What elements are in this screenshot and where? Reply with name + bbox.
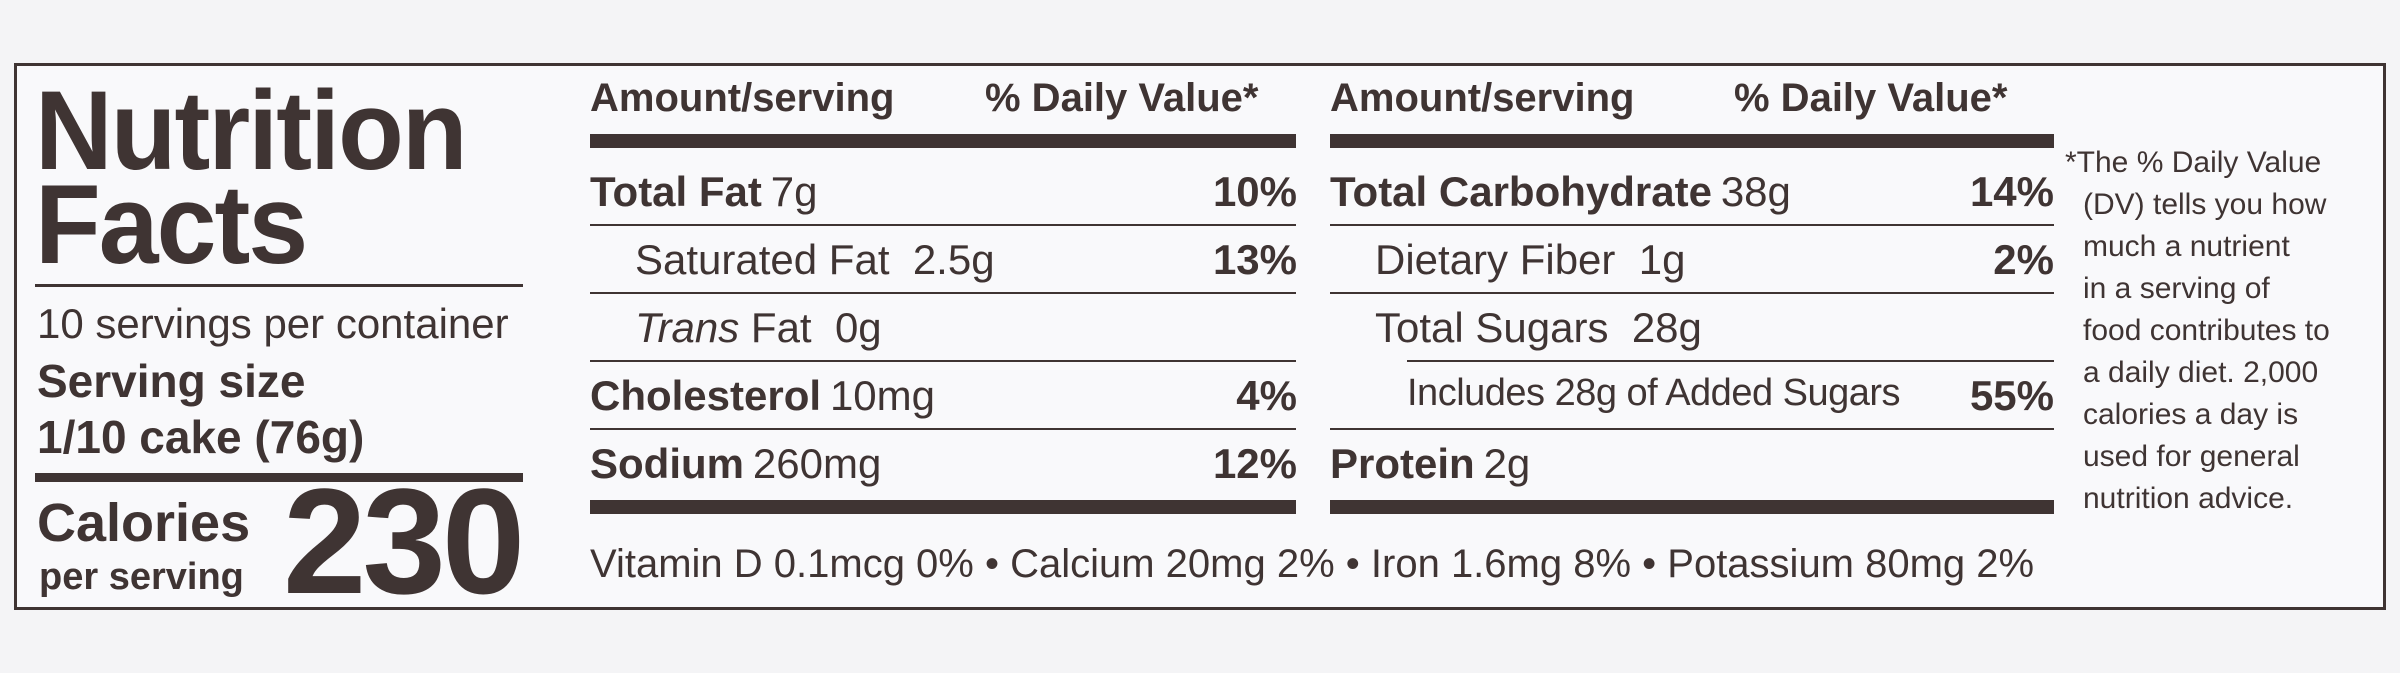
nutrient-name: Dietary Fiber — [1375, 236, 1616, 283]
nutrient-row-cholesterol: Cholesterol 10mg — [590, 372, 935, 420]
row-divider — [1330, 292, 2054, 294]
row-divider — [590, 360, 1296, 362]
nutrient-row-saturated-fat: Saturated Fat 2.5g — [635, 236, 995, 284]
nutrient-row-total-fat: Total Fat 7g — [590, 168, 818, 216]
daily-value-footnote: *The % Daily Value (DV) tells you how mu… — [2065, 142, 2330, 520]
footnote-line: used for general — [2083, 440, 2300, 473]
nutrient-name: Total Carbohydrate — [1330, 168, 1712, 215]
nutrient-dv: 14% — [1969, 168, 2054, 215]
nutrient-row-sodium: Sodium 260mg — [590, 440, 881, 488]
right-header-dv: % Daily Value* — [1734, 76, 2008, 120]
left-header-dv: % Daily Value* — [985, 76, 1259, 120]
row-divider — [1330, 224, 2054, 226]
footnote-line: a daily diet. 2,000 — [2083, 356, 2319, 389]
nutrient-dv: 55% — [1969, 372, 2054, 419]
row-divider — [590, 428, 1296, 430]
footnote-line: food contributes to — [2083, 314, 2330, 347]
left-bottom-bar — [590, 500, 1296, 514]
nutrient-amount: 2g — [1483, 440, 1531, 487]
right-header-amount: Amount/serving — [1330, 76, 1635, 120]
serving-size-label: Serving size — [37, 355, 306, 407]
nutrient-amount: 2.5g — [912, 236, 995, 283]
nutrient-row-total-sugars: Total Sugars 28g — [1375, 304, 1702, 352]
left-header-bar — [590, 134, 1296, 148]
nutrient-amount: 7g — [770, 168, 818, 215]
nutrient-amount: 28g — [1631, 304, 1702, 351]
footnote-line: in a serving of — [2083, 272, 2270, 305]
nutrient-amount: 260mg — [752, 440, 882, 487]
right-bottom-bar — [1330, 500, 2054, 514]
nutrient-name: Total Fat — [590, 168, 762, 215]
nutrient-dv: 10% — [1212, 168, 1297, 215]
nutrient-dv: 2% — [1993, 236, 2054, 283]
nutrient-dv: 4% — [1236, 372, 1297, 419]
servings-per-container: 10 servings per container — [37, 300, 509, 347]
row-divider — [590, 224, 1296, 226]
label-title-line2: Facts — [35, 162, 308, 287]
nutrient-amount: 38g — [1720, 168, 1791, 215]
footnote-line: calories a day is — [2083, 398, 2299, 431]
footnote-line: much a nutrient — [2083, 230, 2290, 263]
footnote-line: nutrition advice. — [2083, 482, 2294, 515]
right-header-bar — [1330, 134, 2054, 148]
footnote-line: *The % Daily Value — [2065, 146, 2322, 179]
nutrient-name: Saturated Fat — [635, 236, 890, 283]
nutrient-name: Sodium — [590, 440, 744, 487]
vitamins-minerals-line: Vitamin D 0.1mcg 0% • Calcium 20mg 2% • … — [590, 542, 2035, 586]
calories-label: Calories — [37, 493, 251, 553]
calories-value: 230 — [283, 457, 525, 625]
nutrient-name: Protein — [1330, 440, 1475, 487]
nutrient-dv: 12% — [1212, 440, 1297, 487]
title-divider — [35, 284, 523, 287]
nutrient-name: Cholesterol — [590, 372, 822, 419]
nutrient-row-total-carbohydrate: Total Carbohydrate 38g — [1330, 168, 1791, 216]
nutrient-amount: 10mg — [829, 372, 935, 419]
label-title-line1: Nutrition — [35, 68, 468, 193]
nutrient-name-italic: Trans — [635, 304, 740, 351]
calories-per-serving: per serving — [39, 556, 244, 598]
nutrient-name: Fat — [750, 304, 812, 351]
nutrient-amount: 0g — [834, 304, 882, 351]
nutrient-row-trans-fat: Trans Fat 0g — [635, 304, 882, 352]
row-divider — [1330, 428, 2054, 430]
left-header-amount: Amount/serving — [590, 76, 895, 120]
nutrient-dv: 13% — [1212, 236, 1297, 283]
nutrient-row-protein: Protein 2g — [1330, 440, 1530, 488]
footnote-line: (DV) tells you how — [2083, 188, 2327, 221]
serving-size-value: 1/10 cake (76g) — [37, 411, 365, 463]
nutrient-row-dietary-fiber: Dietary Fiber 1g — [1375, 236, 1685, 284]
nutrition-facts-label: Nutrition Facts 10 servings per containe… — [14, 63, 2386, 616]
nutrient-row-added-sugars: Includes 28g of Added Sugars — [1407, 372, 1901, 414]
serving-divider — [35, 473, 523, 482]
nutrient-amount: 1g — [1638, 236, 1686, 283]
row-divider — [590, 292, 1296, 294]
row-divider — [1407, 360, 2054, 362]
nutrient-name: Total Sugars — [1375, 304, 1609, 351]
